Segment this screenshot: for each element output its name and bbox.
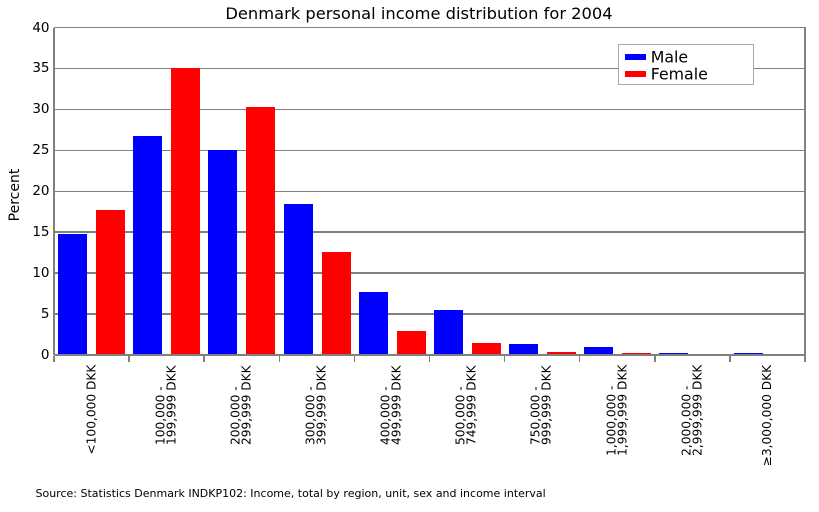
x-tick-6 [503,355,506,362]
y-tick-label-10: 10 [32,265,50,282]
x-tick-label-8: 2,000,000 - 2,999,999 DKK [679,364,705,457]
bar-male-3 [283,203,313,355]
gridline-20 [54,190,805,192]
legend-swatch-female [625,71,647,77]
bar-male-5 [433,309,463,355]
gridline-15 [54,231,805,233]
y-tick-label-25: 25 [32,142,50,159]
y-tick-label-0: 0 [40,347,50,363]
y-tick-label-5: 5 [40,306,50,323]
y-tick-label-35: 35 [32,60,50,77]
x-tick-3 [278,355,281,362]
bar-male-4 [358,292,388,355]
x-tick-4 [353,355,356,362]
x-tick-label-3: 300,000 - 399,999 DKK [303,365,329,445]
bar-male-2 [208,149,238,355]
x-tick-7 [578,355,581,362]
x-tick-9 [729,355,731,362]
legend-label-male: Male [650,47,689,67]
bar-female-6 [546,352,576,355]
bar-female-5 [471,342,501,355]
x-tick-0 [53,355,55,362]
x-tick-label-1: 100,000 - 199,999 DKK [153,365,179,445]
y-tick-label-15: 15 [32,224,50,241]
gridline-5 [54,313,805,315]
gridline-30 [54,108,805,111]
bar-female-1 [171,67,201,355]
chart-title: Denmark personal income distribution for… [225,4,613,24]
bar-female-4 [396,330,426,355]
bar-female-7 [621,353,651,355]
gridline-25 [54,149,805,152]
legend-swatch-male [625,54,647,61]
x-tick-label-2: 200,000 - 299,999 DKK [228,365,254,445]
y-tick-label-30: 30 [32,101,50,118]
y-tick-label-40: 40 [32,19,50,36]
x-tick-label-5: 500,000 - 749,999 DKK [453,365,479,445]
legend-label-female: Female [650,64,708,84]
bar-male-8 [659,352,688,355]
bar-male-1 [133,136,163,355]
right-spine [804,27,806,361]
x-tick-5 [428,355,431,362]
bar-male-6 [508,343,538,355]
bar-male-7 [583,346,613,355]
bar-female-3 [321,251,351,355]
y-tick-label-20: 20 [32,183,50,200]
y-axis-line [53,27,55,355]
bar-male-0 [58,233,88,355]
x-tick-label-0: <100,000 DKK [83,364,98,455]
bar-female-0 [96,209,126,355]
legend: Male Female [618,44,754,85]
x-tick-1 [128,355,130,362]
x-tick-label-6: 750,000 - 999,999 DKK [528,365,554,445]
gridline-10 [54,272,805,274]
x-axis-line [54,354,806,356]
x-tick-label-9: ≥3,000,000 DKK [760,364,775,467]
bar-male-9 [734,353,764,355]
x-tick-8 [654,355,656,362]
x-tick-label-4: 400,000 - 499,999 DKK [378,365,404,445]
x-tick-label-7: 1,000,000 - 1,999,999 DKK [604,364,630,457]
bar-female-2 [246,106,276,355]
source-note: Source: Statistics Denmark INDKP102: Inc… [35,487,546,500]
x-tick-2 [203,355,205,362]
gridline-35 [54,67,805,70]
top-spine [54,26,806,29]
